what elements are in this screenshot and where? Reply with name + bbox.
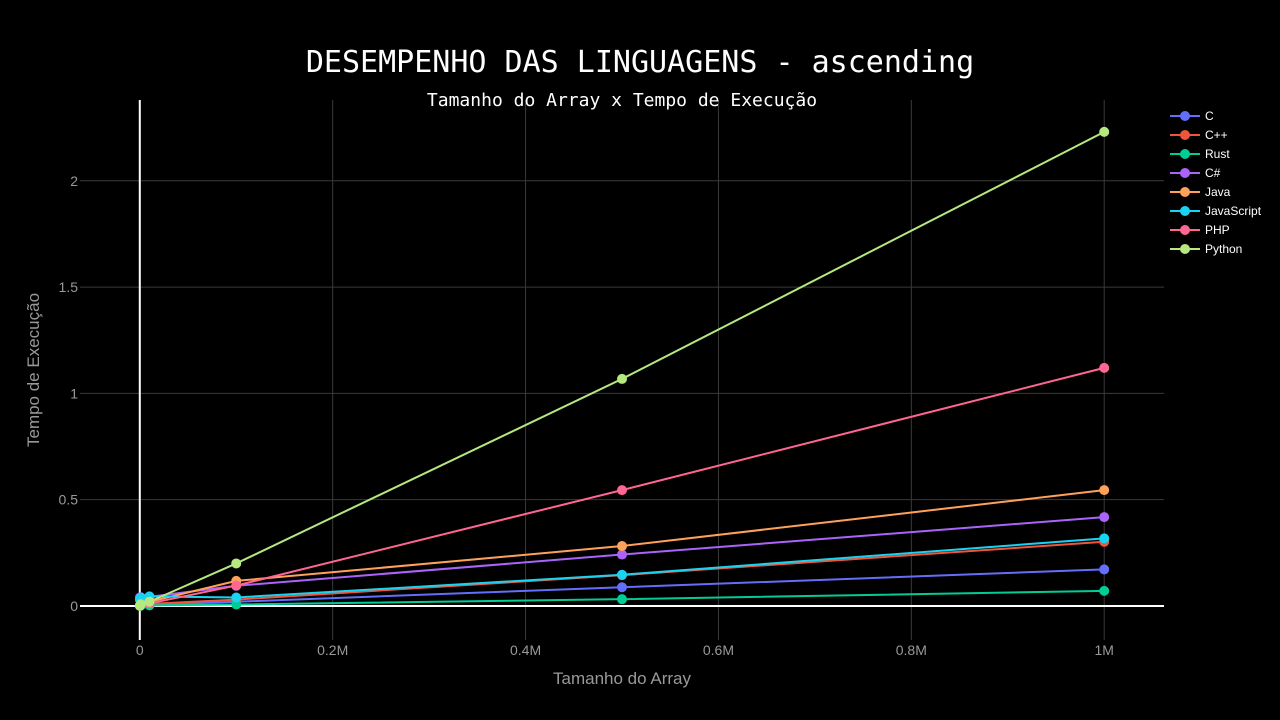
data-point[interactable] bbox=[1099, 126, 1110, 137]
legend-label: C++ bbox=[1205, 128, 1228, 142]
legend-item[interactable]: Python bbox=[1170, 242, 1242, 256]
grid bbox=[80, 100, 1164, 640]
legend-label: C bbox=[1205, 109, 1214, 123]
legend-label: Java bbox=[1205, 185, 1231, 199]
series-layer bbox=[134, 126, 1110, 611]
data-point[interactable] bbox=[231, 580, 242, 591]
legend-marker bbox=[1180, 206, 1190, 216]
data-point[interactable] bbox=[1099, 585, 1110, 596]
x-axis-label: Tamanho do Array bbox=[553, 669, 691, 688]
data-point[interactable] bbox=[231, 599, 242, 610]
data-point[interactable] bbox=[617, 569, 627, 580]
data-point[interactable] bbox=[617, 594, 627, 605]
data-point[interactable] bbox=[1099, 362, 1110, 373]
legend-marker bbox=[1180, 187, 1190, 197]
legend-label: Rust bbox=[1205, 147, 1230, 161]
legend-label: PHP bbox=[1205, 223, 1230, 237]
chart-subtitle: Tamanho do Array x Tempo de Execução bbox=[427, 90, 817, 111]
legend-label: Python bbox=[1205, 242, 1242, 256]
y-tick-label: 0.5 bbox=[59, 492, 79, 508]
legend-label: JavaScript bbox=[1205, 204, 1262, 218]
y-tick-label: 2 bbox=[70, 173, 78, 189]
x-tick-label: 1M bbox=[1094, 642, 1113, 658]
legend-marker bbox=[1180, 244, 1190, 254]
data-point[interactable] bbox=[617, 582, 627, 593]
data-point[interactable] bbox=[1099, 564, 1110, 575]
x-tick-label: 0.2M bbox=[317, 642, 348, 658]
x-tick-label: 0.4M bbox=[510, 642, 541, 658]
legend-marker bbox=[1180, 111, 1190, 121]
data-point[interactable] bbox=[617, 485, 627, 496]
data-point[interactable] bbox=[135, 599, 146, 610]
x-tick-label: 0.6M bbox=[703, 642, 734, 658]
data-point[interactable] bbox=[617, 549, 627, 560]
y-tick-label: 1.5 bbox=[59, 279, 79, 295]
x-tick-label: 0.8M bbox=[896, 642, 927, 658]
legend-marker bbox=[1180, 168, 1190, 178]
legend-item[interactable]: C# bbox=[1170, 166, 1221, 180]
data-point[interactable] bbox=[617, 541, 627, 552]
legend[interactable]: C C++ Rust C# Java JavaScript PHP Python bbox=[1170, 109, 1262, 256]
y-tick-label: 0 bbox=[70, 598, 78, 614]
data-point[interactable] bbox=[1099, 512, 1110, 523]
legend-item[interactable]: Rust bbox=[1170, 147, 1230, 161]
y-axis-label: Tempo de Execução bbox=[24, 293, 43, 447]
data-point[interactable] bbox=[1099, 485, 1110, 496]
legend-label: C# bbox=[1205, 166, 1221, 180]
legend-item[interactable]: PHP bbox=[1170, 223, 1230, 237]
data-point[interactable] bbox=[144, 596, 155, 607]
data-point[interactable] bbox=[231, 558, 242, 569]
legend-item[interactable]: JavaScript bbox=[1170, 204, 1262, 218]
data-point[interactable] bbox=[617, 373, 627, 384]
legend-marker bbox=[1180, 130, 1190, 140]
legend-item[interactable]: C bbox=[1170, 109, 1214, 123]
series-python bbox=[134, 126, 1110, 611]
data-point[interactable] bbox=[1099, 533, 1110, 544]
data-point[interactable] bbox=[231, 592, 242, 603]
chart-title: DESEMPENHO DAS LINGUAGENS - ascending bbox=[306, 45, 974, 80]
legend-marker bbox=[1180, 225, 1190, 235]
legend-marker bbox=[1180, 149, 1190, 159]
y-tick-label: 1 bbox=[70, 385, 78, 401]
legend-item[interactable]: Java bbox=[1170, 185, 1231, 199]
axes: 0 0.2M 0.4M 0.6M 0.8M 1M 0 0.5 1 1.5 2 bbox=[59, 100, 1164, 658]
legend-item[interactable]: C++ bbox=[1170, 128, 1228, 142]
x-tick-label: 0 bbox=[136, 642, 144, 658]
